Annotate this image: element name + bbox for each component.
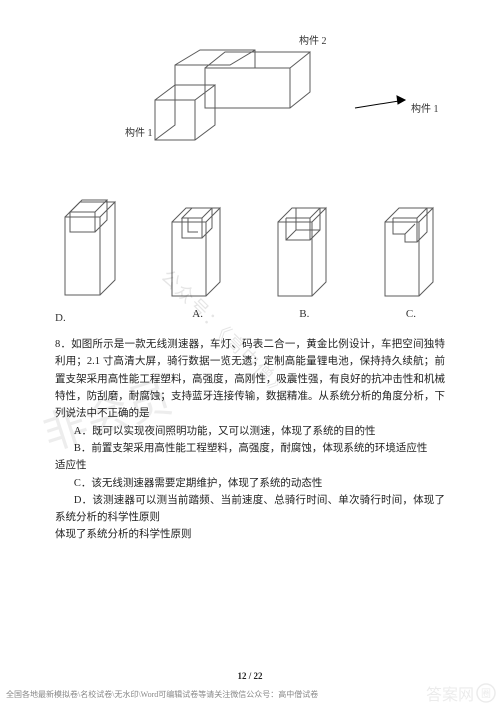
option-box-a: A.: [164, 184, 232, 320]
footer-text: 全国各地最新模拟卷\名校试卷\无水印\Word可编辑试卷等请关注微信公众号：高中…: [6, 689, 318, 700]
option-letter-a: A.: [192, 308, 203, 320]
option-box-c: C.: [377, 184, 445, 320]
q8-opt-d-cont: 体现了系统分析的科学性原则: [55, 526, 445, 543]
q8-opt-d: D．该测速器可以测当前踏频、当前速度、总骑行时间、单次骑行时间，体现了系统分析的…: [55, 492, 445, 527]
option-box-b: B.: [270, 184, 338, 320]
option-box-d: .: [55, 172, 125, 320]
label-component-1-right: 构件 1: [411, 100, 439, 115]
question-8: 8．如图所示是一款无线测速器，车灯、码表二合一，黄金比例设计，车把空间独特利用；…: [55, 336, 445, 544]
label-component-2: 构件 2: [299, 32, 327, 47]
corner-watermark-text: 答案网: [426, 681, 474, 705]
figure-top: 构件 2 构件 1 构件 1: [55, 30, 445, 160]
option-letter-c: C.: [406, 308, 416, 320]
q8-opt-a: A．既可以实现夜间照明功能，又可以测速，体现了系统的目的性: [55, 423, 445, 440]
corner-watermark: 答案网 圈: [426, 681, 496, 705]
top-assembly-svg: [55, 30, 445, 160]
q8-opt-c: C．该无线测速器需要定期维护，体现了系统的动态性: [55, 475, 445, 492]
q8-opt-b-cont: 适应性: [55, 457, 445, 474]
option-letter-b: B.: [299, 308, 309, 320]
corner-watermark-icon: 圈: [476, 683, 496, 703]
page-number: 12 / 22: [0, 671, 500, 681]
q8-opt-b: B．前置支架采用高性能工程塑料，高强度，耐腐蚀，体现系统的环境适应性: [55, 440, 445, 457]
figure-options-row: . A.: [55, 170, 445, 320]
q8-options: A．既可以实现夜间照明功能，又可以测速，体现了系统的目的性 B．前置支架采用高性…: [55, 423, 445, 544]
svg-text:圈: 圈: [481, 688, 491, 700]
label-component-1-left: 构件 1: [125, 124, 153, 139]
q8-stem: 8．如图所示是一款无线测速器，车灯、码表二合一，黄金比例设计，车把空间独特利用；…: [55, 336, 445, 423]
